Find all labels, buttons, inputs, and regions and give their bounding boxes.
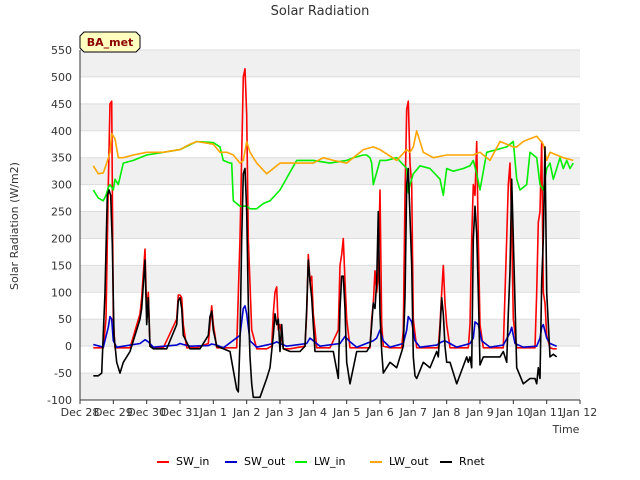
series-line-lw-out — [92, 130, 574, 175]
y-tick-label: -50 — [54, 367, 72, 380]
plot-band — [80, 184, 580, 212]
series-line-sw-out — [93, 304, 557, 349]
y-tick-label: 350 — [51, 152, 72, 165]
series-lines — [92, 68, 574, 399]
plot-band — [80, 292, 580, 320]
legend-label: LW_out — [389, 455, 429, 468]
y-tick-label: 400 — [51, 125, 72, 138]
x-tick-label: Jan 12 — [562, 406, 597, 419]
y-tick-label: 50 — [58, 313, 72, 326]
x-tick-label: Dec 29 — [94, 406, 133, 419]
plot-band — [80, 346, 580, 374]
x-tick-label: Jan 8 — [432, 406, 460, 419]
y-axis-ticks: -100 -50 0 50 100 150 200 250 300 350 400 450 500 550 — [47, 44, 72, 407]
plot-band — [80, 50, 580, 77]
y-tick-label: 300 — [51, 179, 72, 192]
series-line-rnet — [93, 146, 558, 399]
chart-title: Solar Radiation — [271, 4, 370, 19]
badge-box — [79, 31, 141, 53]
legend-label: Rnet — [459, 455, 485, 468]
x-tick-label: Jan 4 — [299, 406, 327, 419]
site-badge: BA_met — [79, 31, 141, 53]
x-tick-label: Jan 10 — [495, 406, 530, 419]
x-tick-label: Jan 5 — [332, 406, 360, 419]
legend-label: SW_in — [176, 455, 209, 468]
plot-band — [80, 238, 580, 266]
badge-label: BA_met — [87, 36, 134, 49]
x-tick-label: Jan 3 — [265, 406, 293, 419]
y-tick-label: 500 — [51, 71, 72, 84]
x-tick-label: Jan 7 — [399, 406, 427, 419]
legend: SW_in SW_out LW_in LW_out Rnet — [157, 455, 485, 468]
x-tick-label: Jan 1 — [199, 406, 227, 419]
x-tick-label: Dec 28 — [61, 406, 100, 419]
x-tick-label: Jan 11 — [528, 406, 563, 419]
plot-band — [80, 265, 580, 293]
x-tick-label: Dec 31 — [161, 406, 200, 419]
legend-label: SW_out — [244, 455, 286, 468]
y-axis-label: Solar Radiation (W/m2) — [8, 162, 21, 290]
y-tick-label: 150 — [51, 259, 72, 272]
y-tick-label: 550 — [51, 44, 72, 57]
y-tick-label: 450 — [51, 98, 72, 111]
plot-band — [80, 373, 580, 400]
plot-band — [80, 319, 580, 347]
legend-label: LW_in — [314, 455, 346, 468]
plot-band — [80, 103, 580, 131]
y-tick-label: 200 — [51, 232, 72, 245]
x-axis-label: Time — [552, 423, 580, 436]
y-tick-label: -100 — [47, 394, 72, 407]
plot-band — [80, 76, 580, 104]
plot-background-bands — [80, 50, 580, 400]
plot-band — [80, 211, 580, 239]
x-tick-label: Jan 6 — [365, 406, 393, 419]
series-line-sw-in — [93, 68, 557, 350]
plot-band — [80, 157, 580, 185]
plot-band — [80, 130, 580, 158]
x-tick-label: Jan 9 — [465, 406, 493, 419]
y-tick-label: 250 — [51, 206, 72, 219]
y-tick-label: 100 — [51, 286, 72, 299]
axes — [79, 50, 580, 401]
x-tick-label: Dec 30 — [127, 406, 166, 419]
y-tick-label: 0 — [65, 340, 72, 353]
x-tick-label: Jan 2 — [232, 406, 260, 419]
